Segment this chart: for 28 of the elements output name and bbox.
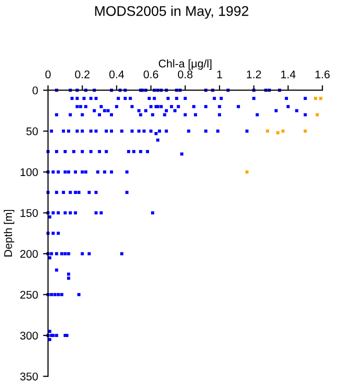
x-tick-label: 1.4 <box>281 70 296 78</box>
y-tick-label: 150 <box>20 209 38 217</box>
point <box>266 130 270 133</box>
point <box>276 131 280 134</box>
x-tick-label: 0.6 <box>144 70 158 78</box>
x-tick-label: 1.6 <box>316 70 330 78</box>
point <box>316 113 319 116</box>
y-tick-label: 50 <box>26 127 38 136</box>
point <box>245 170 249 174</box>
x-tick-label: 0.2 <box>75 70 90 78</box>
x-tick-label: 1 <box>217 70 222 78</box>
y-tick-label: 350 <box>20 372 38 380</box>
x-tick-label: 0.8 <box>178 70 192 78</box>
point <box>319 96 322 100</box>
chart-title: MODS2005 in May, 1992 <box>95 6 248 19</box>
y-axis-title: Depth [m] <box>4 210 14 256</box>
x-tick-label: 0 <box>45 70 51 78</box>
y-tick-label: 200 <box>20 250 38 258</box>
y-tick-label: 300 <box>20 332 38 340</box>
y-tick-label: 0 <box>32 86 38 94</box>
x-tick-label: 0.4 <box>109 70 124 78</box>
y-tick-label: 100 <box>20 168 38 176</box>
x-tick-label: 1.2 <box>246 70 261 78</box>
point <box>304 130 307 133</box>
x-axis-title: Chl-a [μg/l] <box>158 59 212 70</box>
point <box>281 130 285 133</box>
point <box>314 96 318 100</box>
y-tick-label: 250 <box>20 290 38 299</box>
